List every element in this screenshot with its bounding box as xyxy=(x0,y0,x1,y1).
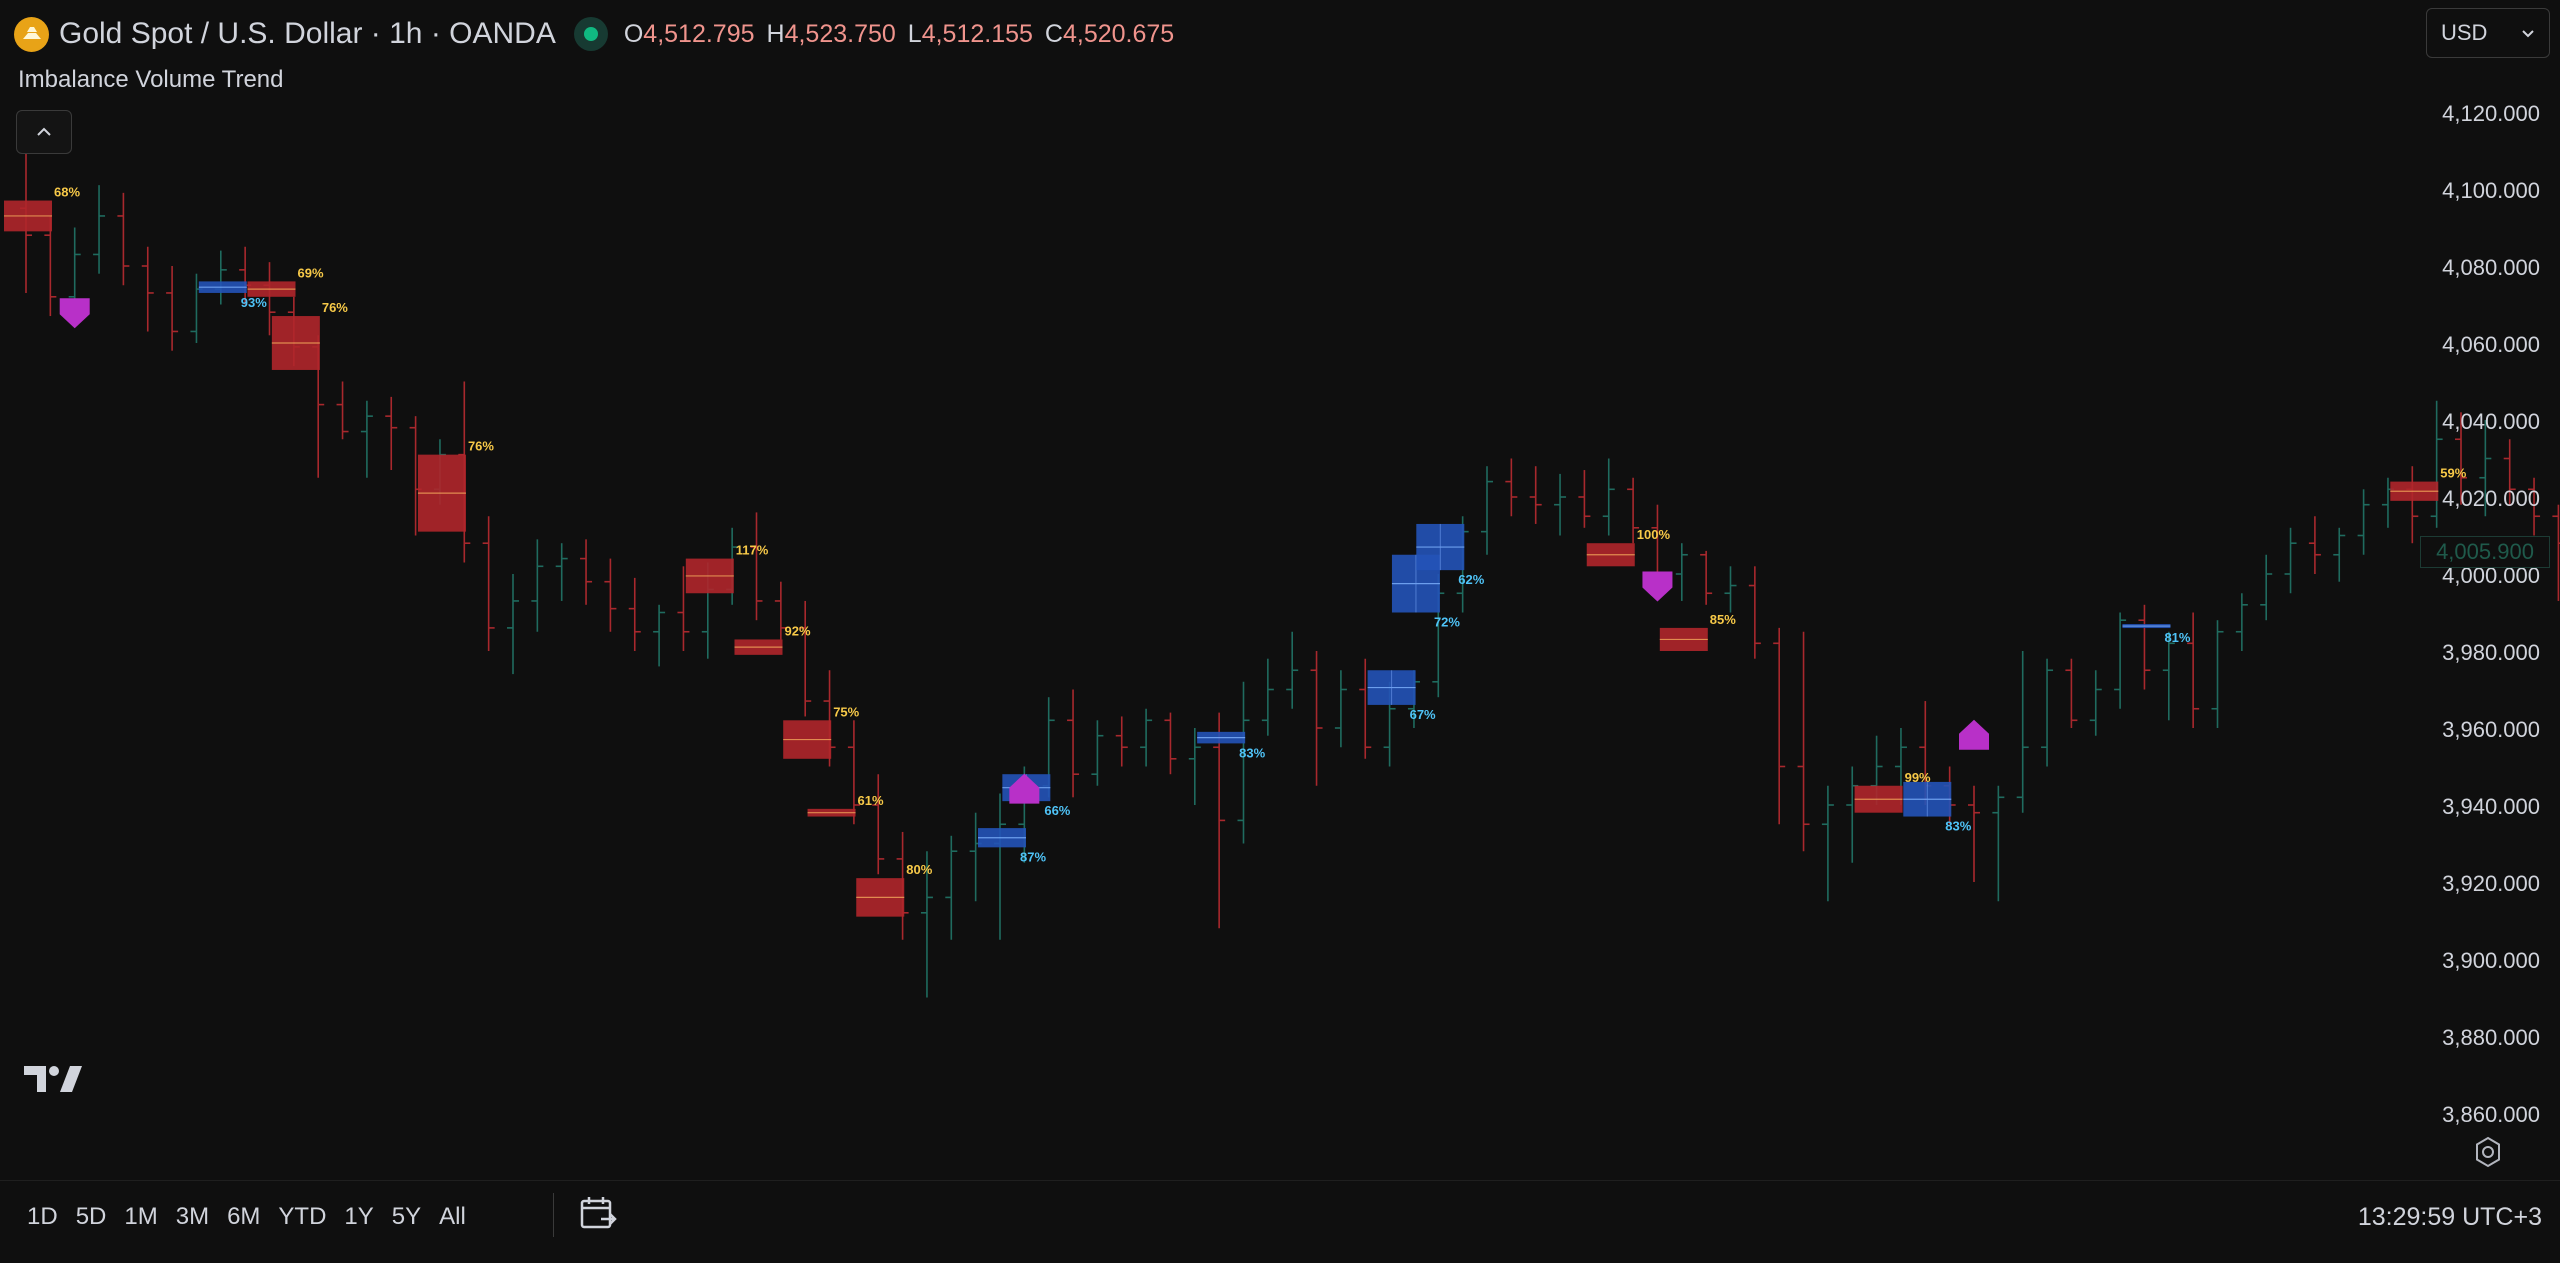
sell-signal-icon xyxy=(1642,571,1673,602)
imbalance-label: 67% xyxy=(1410,707,1436,722)
calendar-range-icon[interactable] xyxy=(577,1193,619,1235)
imbalance-label: 117% xyxy=(736,543,769,558)
bottom-toolbar: 1D 5D 1M 3M 6M YTD 1Y 5Y All 13:29:59 UT… xyxy=(0,1180,2560,1257)
collapse-button[interactable] xyxy=(16,110,72,154)
toolbar-divider xyxy=(553,1193,554,1237)
currency-value: USD xyxy=(2441,20,2488,45)
y-tick-label: 3,960.000 xyxy=(2442,717,2540,742)
clock[interactable]: 13:29:59 UTC+3 xyxy=(2357,1203,2542,1231)
market-status-icon[interactable] xyxy=(573,17,608,51)
imbalance-label: 75% xyxy=(833,704,859,719)
x-tick-label: 18:00 xyxy=(997,1139,1052,1140)
x-tick-label: 29 xyxy=(1158,1139,1182,1140)
range-selector: 1D 5D 1M 3M 6M YTD 1Y 5Y All xyxy=(18,1197,475,1237)
ohlc-values: O4,512.795 H4,523.750 L4,512.155 C4,520.… xyxy=(624,20,1174,49)
range-5d-button[interactable]: 5D xyxy=(75,1203,107,1230)
imbalance-label: 87% xyxy=(1020,849,1046,864)
imbalance-label: 76% xyxy=(322,300,348,315)
x-tick-label: 12:00 xyxy=(291,1139,346,1140)
x-tick-label: 12:00 xyxy=(1411,1139,1466,1140)
imbalance-label: 81% xyxy=(2164,630,2190,645)
currency-select[interactable]: USD xyxy=(2426,8,2550,58)
chart-area[interactable]: 68% 69% 93% 76% 76% 117% 92% 75% 61% 80% 87% 66% 83%… xyxy=(0,0,2560,1140)
imbalance-label: 62% xyxy=(1458,572,1484,587)
y-tick-label: 4,060.000 xyxy=(2442,332,2540,357)
close-value: 4,520.675 xyxy=(1062,19,1175,48)
imbalance-label: 92% xyxy=(785,623,811,638)
imbalance-label: 59% xyxy=(2440,466,2466,481)
x-tick-label: 06:00 xyxy=(145,1139,200,1140)
imbalance-label: 61% xyxy=(858,793,884,808)
imbalance-label: 85% xyxy=(1710,612,1736,627)
y-tick-label: 3,860.000 xyxy=(2442,1102,2540,1127)
open-key: O xyxy=(623,19,644,48)
y-tick-label: 4,100.000 xyxy=(2442,178,2540,203)
x-tick-label: 12:00 xyxy=(1971,1139,2026,1140)
last-price-label: 4,005.900 xyxy=(2420,536,2550,568)
y-tick-label: 3,880.000 xyxy=(2442,1025,2540,1050)
symbol-name[interactable]: Gold Spot / U.S. Dollar · 1h · OANDA xyxy=(59,17,556,50)
imbalance-label: 66% xyxy=(1044,803,1070,818)
open-value: 4,512.795 xyxy=(643,19,755,48)
x-tick-label: 30 xyxy=(1718,1139,1742,1140)
settings-icon[interactable] xyxy=(2470,1134,2506,1170)
x-tick-label: 12:00 xyxy=(851,1139,906,1140)
range-3m-button[interactable]: 3M xyxy=(175,1203,210,1230)
buy-signal-icon xyxy=(1959,719,1989,750)
imbalance-label: 93% xyxy=(241,295,267,310)
gold-logo-icon[interactable] xyxy=(14,16,49,52)
range-all-button[interactable]: All xyxy=(439,1203,466,1230)
x-tick-label: 06:00 xyxy=(1825,1139,1880,1140)
x-tick-label: 28 xyxy=(598,1139,622,1140)
close-key: C xyxy=(1044,19,1063,48)
imbalance-label: 99% xyxy=(1905,770,1931,785)
y-tick-label: 3,920.000 xyxy=(2442,871,2540,896)
imbalance-label: 83% xyxy=(1945,819,1971,834)
sell-signal-icon xyxy=(59,298,90,329)
range-5y-button[interactable]: 5Y xyxy=(391,1203,422,1230)
y-tick-label: 4,080.000 xyxy=(2442,255,2540,280)
imbalance-label: 69% xyxy=(298,265,324,280)
x-tick-label: 18:00 xyxy=(1557,1139,1612,1140)
imbalance-label: 100% xyxy=(1637,527,1671,542)
x-tick-label: 06:00 xyxy=(1265,1139,1320,1140)
imbalance-label: 83% xyxy=(1239,745,1265,760)
y-tick-label: 4,120.000 xyxy=(2442,101,2540,126)
y-tick-label: 3,940.000 xyxy=(2442,794,2540,819)
imbalance-label: 68% xyxy=(54,185,80,200)
x-tick-label: 31 xyxy=(2278,1139,2302,1140)
x-tick-label: 27 xyxy=(14,1139,38,1140)
y-tick-label: 3,900.000 xyxy=(2442,948,2540,973)
range-1d-button[interactable]: 1D xyxy=(27,1203,58,1230)
x-tick-label: 18:00 xyxy=(2117,1139,2172,1140)
imbalance-label: 80% xyxy=(906,862,932,877)
indicator-title[interactable]: Imbalance Volume Trend xyxy=(18,66,284,93)
range-6m-button[interactable]: 6M xyxy=(227,1203,261,1230)
symbol-header: Gold Spot / U.S. Dollar · 1h · OANDA O4,… xyxy=(14,14,1174,54)
x-tick-label: 06:00 xyxy=(705,1139,760,1140)
high-key: H xyxy=(766,19,785,48)
chevron-down-icon xyxy=(2522,30,2534,38)
y-tick-label: 4,020.000 xyxy=(2442,486,2540,511)
range-1y-button[interactable]: 1Y xyxy=(344,1203,374,1230)
buy-signal-icon xyxy=(1009,773,1040,804)
range-1m-button[interactable]: 1M xyxy=(124,1203,158,1230)
imbalance-label: 76% xyxy=(468,439,494,454)
x-tick-label: 18:00 xyxy=(437,1139,492,1140)
y-tick-label: 3,980.000 xyxy=(2442,640,2540,665)
y-tick-label: 4,040.000 xyxy=(2442,409,2540,434)
tradingview-logo-icon[interactable] xyxy=(24,1062,86,1096)
high-value: 4,523.750 xyxy=(784,19,896,48)
low-key: L xyxy=(907,19,922,48)
x-tick-label: 06:00 xyxy=(2385,1139,2440,1140)
price-chart[interactable]: 68% 69% 93% 76% 76% 117% 92% 75% 61% 80% 87% 66% 83%… xyxy=(0,0,2560,1140)
chevron-up-icon xyxy=(37,127,51,136)
range-ytd-button[interactable]: YTD xyxy=(278,1203,327,1230)
low-value: 4,512.155 xyxy=(921,19,1033,48)
imbalance-label: 72% xyxy=(1434,615,1460,630)
